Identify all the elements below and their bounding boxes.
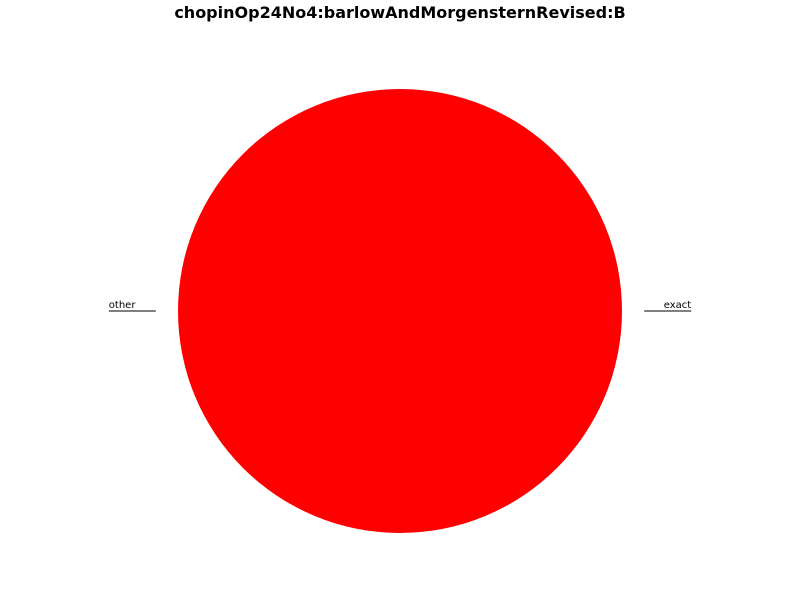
slice-labels: exact other [108, 300, 692, 312]
slice-label-other: other [109, 300, 137, 311]
pie-slice-other [178, 89, 622, 533]
slice-label-exact: exact [664, 300, 692, 311]
pie-slices [178, 89, 622, 533]
chart-title: chopinOp24No4:barlowAndMorgensternRevise… [174, 3, 625, 22]
